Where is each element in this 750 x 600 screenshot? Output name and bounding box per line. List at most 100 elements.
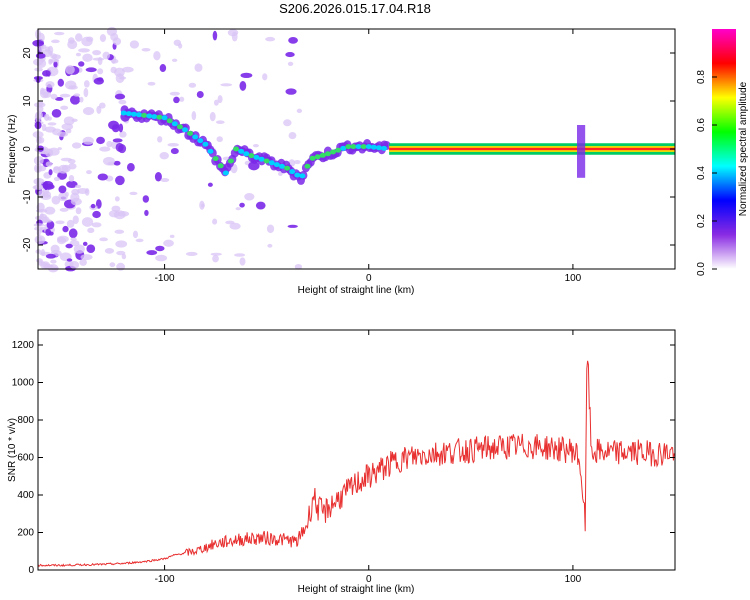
noise-blob — [47, 122, 57, 126]
noise-blob — [118, 123, 124, 133]
noise-blob — [112, 37, 122, 46]
trace-core — [156, 114, 163, 120]
trace-core — [141, 112, 148, 118]
trace-core — [273, 162, 280, 168]
snr-panel: -100 0 100 0 200 400 600 800 1000 1200 Height of… — [7, 329, 676, 595]
trace-core — [227, 158, 234, 164]
trace-core — [289, 169, 296, 175]
trace-core — [253, 154, 260, 160]
trace-core — [284, 165, 291, 171]
noise-blob — [96, 105, 102, 114]
trace-core — [335, 147, 342, 153]
noise-blob — [240, 72, 253, 79]
colorbar-ticks: 0.0 0.2 0.4 0.6 0.8 — [696, 70, 717, 276]
noise-blob — [51, 39, 60, 44]
noise-blob — [57, 78, 64, 87]
noise-blob — [212, 30, 218, 41]
noise-blob — [42, 180, 54, 189]
noise-blob — [81, 217, 94, 227]
noise-blob — [173, 96, 180, 104]
spectrogram-y-label: Frequency (Hz) — [7, 115, 18, 184]
noise-blob — [67, 159, 76, 164]
noise-blob — [79, 96, 84, 103]
noise-blob — [262, 73, 268, 81]
noise-blob — [42, 70, 51, 77]
noise-blob — [48, 231, 54, 236]
noise-blob — [255, 201, 266, 210]
noise-blob — [66, 219, 75, 228]
noise-blob — [99, 237, 108, 242]
noise-blob — [86, 170, 92, 175]
snr-y-tick-label: 800 — [17, 415, 34, 426]
noise-blob — [171, 58, 178, 62]
noise-blob — [267, 243, 273, 248]
noise-blob — [113, 160, 121, 166]
noise-blob — [65, 243, 73, 249]
noise-blob — [215, 120, 225, 124]
noise-blob — [287, 224, 298, 228]
noise-blob — [283, 119, 292, 127]
noise-blob — [62, 225, 69, 233]
spectrogram-y-tick-label: -10 — [22, 189, 33, 204]
trace-core — [258, 156, 265, 162]
noise-blob — [76, 188, 89, 194]
noise-blob — [132, 230, 139, 239]
snr-y-tick-label: 600 — [17, 453, 34, 464]
noise-blob — [167, 143, 179, 147]
snr-plot-area — [38, 330, 675, 570]
trace-core — [192, 134, 199, 140]
trace-core — [370, 144, 377, 150]
spectrogram-trace — [115, 105, 675, 185]
trace-core — [355, 144, 362, 150]
noise-blob — [227, 29, 239, 37]
noise-blob — [68, 85, 78, 90]
snr-x-label: Height of straight line (km) — [298, 584, 415, 595]
noise-blob — [68, 174, 75, 182]
trace-core — [202, 141, 209, 147]
noise-blob — [63, 116, 75, 126]
noise-blob — [48, 169, 53, 176]
noise-blob — [35, 208, 48, 213]
noise-blob — [96, 136, 105, 145]
trace-core — [161, 115, 168, 121]
noise-blob — [56, 235, 69, 243]
noise-blob — [55, 220, 65, 225]
noise-blob — [288, 37, 298, 44]
noise-blob — [194, 63, 203, 72]
trace-core — [120, 110, 127, 116]
noise-blob — [216, 136, 223, 143]
noise-blob — [45, 81, 55, 88]
trace-core — [319, 152, 326, 158]
trace-halo — [118, 144, 127, 154]
noise-blob — [114, 93, 126, 100]
noise-blob — [121, 253, 127, 260]
noise-blob — [97, 56, 103, 66]
noise-blob — [33, 178, 45, 186]
noise-blob — [285, 88, 297, 95]
trace-core — [182, 127, 188, 133]
noise-blob — [239, 80, 247, 91]
noise-blob — [144, 209, 149, 217]
noise-blob — [36, 32, 45, 43]
noise-blob — [43, 264, 53, 269]
noise-blob — [83, 87, 89, 98]
spectrogram-y-tick-label: 0 — [22, 146, 33, 152]
noise-blob — [96, 77, 104, 82]
noise-blob — [86, 244, 96, 254]
trace-core — [222, 170, 229, 176]
trace-core — [294, 172, 301, 178]
noise-blob — [217, 95, 223, 104]
trace-core — [299, 173, 306, 179]
snr-x-tick-label: -100 — [155, 574, 175, 585]
noise-blob — [73, 244, 85, 254]
noise-blob — [81, 36, 93, 47]
snr-x-ticks: -100 0 100 — [155, 330, 582, 585]
snr-y-tick-label: 1200 — [12, 340, 35, 351]
noise-blob — [119, 131, 127, 138]
noise-blob — [239, 202, 245, 208]
noise-blob — [58, 185, 67, 194]
noise-blob — [212, 218, 218, 225]
snr-y-tick-label: 200 — [17, 528, 34, 539]
colorbar-tick-label: 0.6 — [696, 118, 707, 132]
